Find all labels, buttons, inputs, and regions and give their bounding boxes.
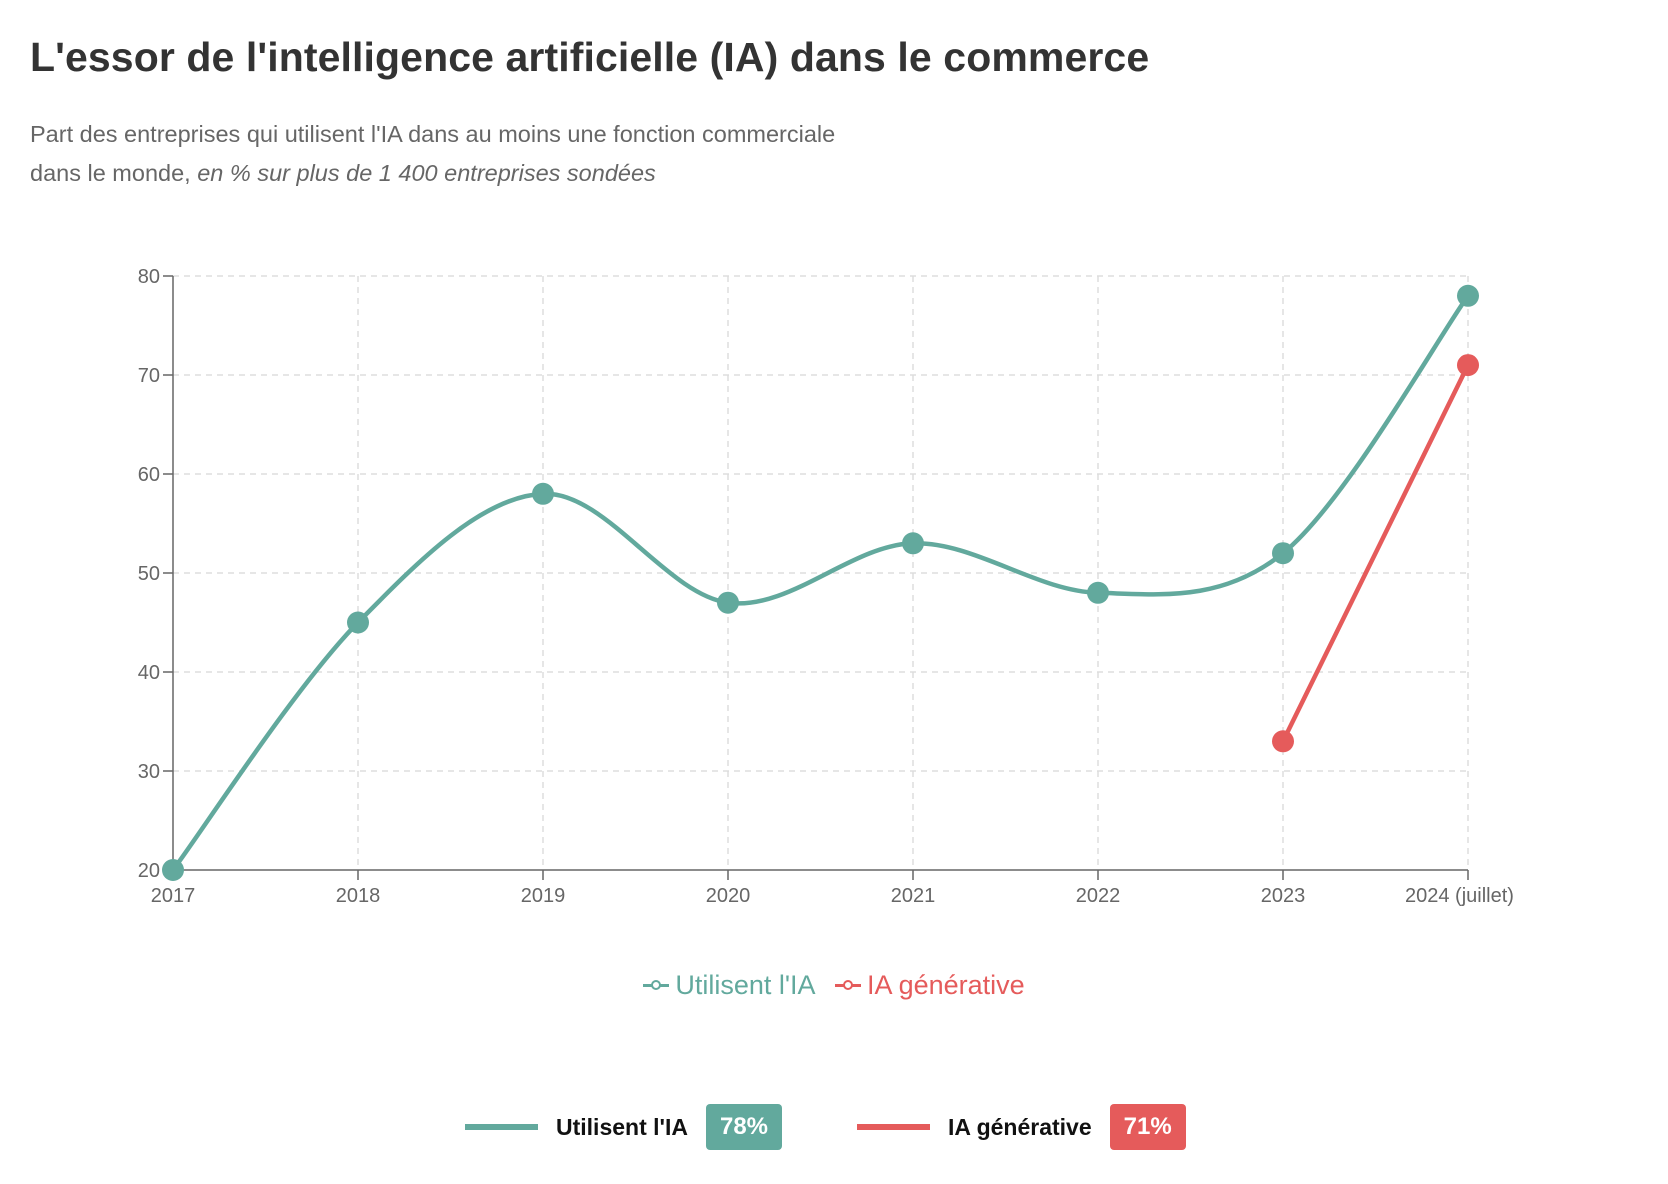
summary-value-badge: 71% <box>1109 1104 1186 1150</box>
subtitle-plain: dans le monde, <box>30 160 198 186</box>
data-point-genai <box>1457 354 1479 377</box>
y-tick-label: 20 <box>138 860 160 882</box>
grid <box>173 275 1469 870</box>
data-point-ai <box>347 611 369 634</box>
summary-item-genai: IA générative 71% <box>857 1104 1186 1150</box>
y-tick-label: 30 <box>138 761 160 783</box>
summary-legend: Utilisent l'IA 78% IA générative 71% <box>465 1104 1186 1150</box>
x-tick-label: 2023 <box>1261 885 1306 907</box>
subtitle-line-2: dans le monde, en % sur plus de 1 400 en… <box>30 154 835 193</box>
x-tick-label: 2024 (juillet) <box>1405 885 1514 907</box>
summary-line-swatch <box>465 1124 538 1130</box>
data-point-ai <box>1272 542 1294 565</box>
summary-label: Utilisent l'IA <box>556 1113 688 1140</box>
y-tick-label: 40 <box>138 662 160 684</box>
legend-item-ai[interactable]: Utilisent l'IA <box>643 969 816 1001</box>
y-tick-label: 70 <box>138 365 160 387</box>
legend-line-marker-icon <box>835 978 862 992</box>
summary-line-swatch <box>857 1124 931 1130</box>
legend-label: Utilisent l'IA <box>675 969 816 1000</box>
subtitle-line-1: Part des entreprises qui utilisent l'IA … <box>30 121 836 147</box>
chart-legend: Utilisent l'IA IA générative <box>0 968 1668 1001</box>
chart-subtitle: Part des entreprises qui utilisent l'IA … <box>30 115 835 193</box>
series-line-ai <box>170 293 1471 873</box>
data-point-ai <box>902 532 924 555</box>
y-tick-label: 80 <box>138 266 160 288</box>
x-tick-label: 2018 <box>336 885 381 907</box>
y-tick-label: 60 <box>138 464 160 486</box>
data-point-ai <box>1457 284 1479 307</box>
axes: 20 30 40 50 60 70 80 2017 2018 2019 2020 2021 2022 20… <box>138 266 1514 907</box>
subtitle-italic: en % sur plus de 1 400 entreprises sondé… <box>197 160 656 186</box>
data-point-ai <box>162 859 184 881</box>
legend-line-marker-icon <box>643 978 670 992</box>
x-tick-label: 2017 <box>151 885 196 907</box>
series-line-genai <box>1280 362 1471 744</box>
legend-label: IA générative <box>867 969 1025 1000</box>
x-tick-label: 2022 <box>1076 885 1121 907</box>
data-point-ai <box>532 482 554 505</box>
y-tick-label: 50 <box>138 563 160 585</box>
data-point-genai <box>1272 730 1294 753</box>
data-point-ai <box>717 591 739 614</box>
x-tick-label: 2021 <box>891 885 936 907</box>
data-point-ai <box>1087 581 1109 604</box>
series-layer <box>162 284 1479 881</box>
line-chart: 20 30 40 50 60 70 80 2017 2018 2019 2020 2021 2022 20… <box>138 266 1514 907</box>
chart-title: L'essor de l'intelligence artificielle (… <box>30 34 1150 80</box>
summary-label: IA générative <box>948 1113 1092 1140</box>
summary-item-ai: Utilisent l'IA 78% <box>465 1104 783 1150</box>
legend-item-genai[interactable]: IA générative <box>835 970 1025 1001</box>
x-tick-label: 2019 <box>521 885 566 907</box>
x-tick-label: 2020 <box>706 885 751 907</box>
summary-value-badge: 78% <box>705 1104 783 1150</box>
